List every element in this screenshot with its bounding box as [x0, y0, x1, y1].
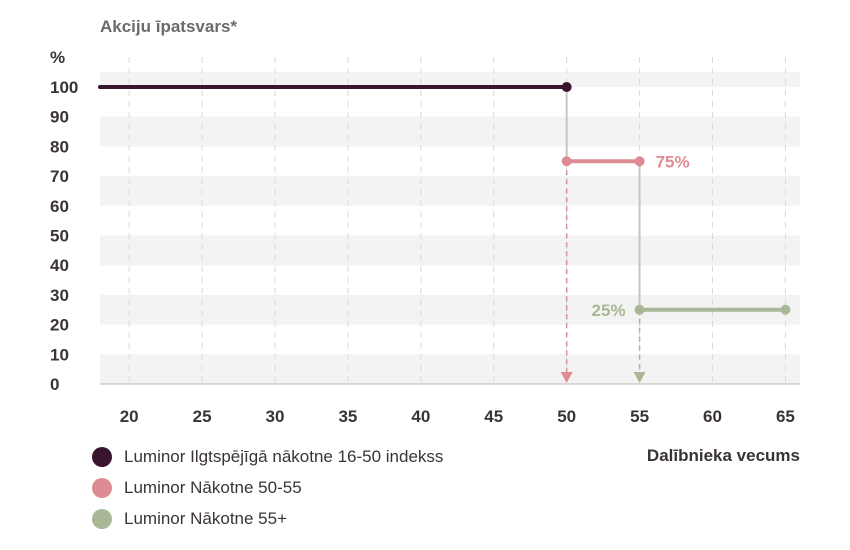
- step-connectors: [565, 87, 641, 310]
- y-tick-label: 40: [50, 256, 69, 275]
- legend-swatch-green: [92, 508, 112, 529]
- x-tick-label: 25: [193, 407, 212, 426]
- y-tick-label: 30: [50, 286, 69, 305]
- legend-label: Luminor Nākotne 50-55: [124, 477, 302, 497]
- data-labels: 75% 25%: [592, 152, 690, 320]
- x-tick-label: 45: [484, 407, 503, 426]
- x-tick-label: 50: [557, 407, 576, 426]
- y-tick-label: 90: [50, 108, 69, 127]
- arrow-head: [633, 372, 646, 383]
- grid-band: [100, 176, 800, 206]
- legend-swatch-dark: [92, 446, 112, 467]
- legend-label: Luminor Nākotne 55+: [124, 508, 288, 528]
- y-axis-ticks: 0 10 20 30 40 50 60 70 80 90 100: [50, 78, 78, 394]
- vertical-gridlines: [128, 57, 786, 384]
- legend-swatch-pink: [92, 477, 112, 498]
- x-axis-ticks: 20 25 30 35 40 45 50 55 60 65: [120, 407, 795, 426]
- data-label: 75%: [656, 152, 690, 171]
- grid-band: [100, 72, 800, 87]
- y-tick-label: 100: [50, 78, 78, 97]
- x-tick-label: 55: [630, 407, 649, 426]
- grid-bands: [100, 72, 800, 384]
- series-point: [780, 304, 791, 315]
- legend-item: Luminor Nākotne 50-55: [92, 472, 443, 503]
- grid-band: [100, 354, 800, 384]
- x-tick-label: 35: [338, 407, 357, 426]
- data-label: 25%: [592, 301, 626, 320]
- y-tick-label: 60: [50, 197, 69, 216]
- x-tick-label: 40: [411, 407, 430, 426]
- maturity-arrows: [560, 161, 646, 383]
- y-tick-label: 10: [50, 345, 69, 364]
- y-tick-label: 70: [50, 167, 69, 186]
- arrow-head: [560, 372, 573, 383]
- y-axis-title: Akciju īpatsvars*: [100, 17, 237, 36]
- legend-item: Luminor Nākotne 55+: [92, 503, 443, 534]
- series-point: [634, 156, 645, 167]
- x-tick-label: 20: [120, 407, 139, 426]
- grid-band: [100, 116, 800, 147]
- x-axis-title: Dalībnieka vecums: [647, 446, 800, 465]
- legend-item: Luminor Ilgtspējīgā nākotne 16-50 indeks…: [92, 441, 443, 472]
- series-point: [561, 82, 572, 92]
- series-lines: [98, 82, 791, 315]
- y-tick-label: 0: [50, 375, 59, 394]
- y-tick-label: 20: [50, 316, 69, 335]
- x-tick-label: 30: [266, 407, 285, 426]
- legend-label: Luminor Ilgtspējīgā nākotne 16-50 indeks…: [124, 446, 444, 466]
- y-tick-label: 80: [50, 137, 69, 156]
- x-tick-label: 60: [703, 407, 722, 426]
- y-tick-label: 50: [50, 227, 69, 246]
- legend: Luminor Ilgtspējīgā nākotne 16-50 indeks…: [92, 441, 443, 534]
- series-point: [634, 304, 645, 315]
- series-point: [561, 156, 572, 167]
- x-tick-label: 65: [776, 407, 795, 426]
- grid-band: [100, 235, 800, 266]
- y-axis-unit: %: [50, 48, 65, 67]
